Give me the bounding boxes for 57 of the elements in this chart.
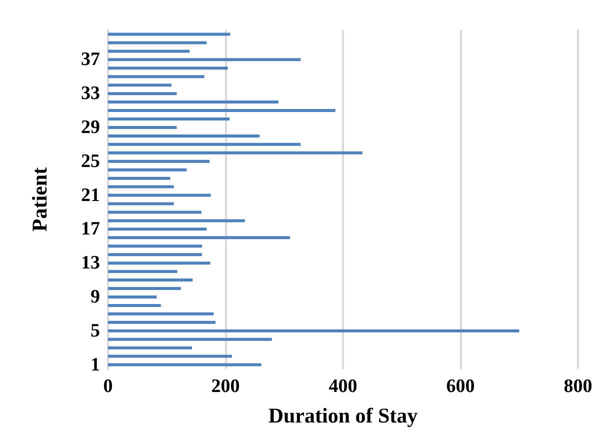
bar [108,75,204,78]
bar [108,363,262,366]
y-tick-label: 1 [90,354,100,376]
bar [108,202,174,206]
x-tick-label: 600 [446,376,475,397]
x-axis-title: Duration of Stay [268,404,418,428]
bar [108,228,207,231]
y-axis-title: Patient [28,167,52,232]
y-tick-label: 29 [81,116,100,138]
x-tick-label: 0 [103,376,113,397]
bar [108,117,230,120]
bar [108,50,190,53]
y-tick-label: 21 [81,184,100,206]
bar [108,320,216,324]
bar [108,194,211,197]
bar [108,100,278,104]
bar [108,253,202,256]
bar [108,168,187,172]
bar [108,151,362,154]
y-tick-label: 9 [90,286,100,308]
x-tick-label: 800 [564,376,592,397]
bar [108,92,177,96]
bar [108,126,177,129]
bar [108,41,207,44]
bar [108,286,181,290]
bar [108,66,228,70]
bar [108,185,174,188]
y-tick-label: 5 [90,320,100,342]
y-tick-label: 25 [81,150,100,172]
bar [108,338,272,341]
bar [108,312,214,316]
bar [108,270,178,274]
y-tick-label: 33 [81,83,100,104]
bar [108,176,170,180]
bar [108,142,301,146]
y-tick-label: 13 [81,252,100,274]
bar [108,58,301,62]
bar [108,236,290,240]
bar [108,134,260,138]
bar [108,354,232,358]
bar [108,278,193,282]
bar [108,295,157,298]
bar [108,329,520,332]
bar [108,84,172,87]
bar [108,109,336,112]
bar [108,219,245,222]
bar [108,244,202,248]
bar [108,304,161,307]
y-tick-label: 17 [81,218,100,240]
y-tick-label: 37 [81,49,100,70]
bar [108,346,192,350]
bar [108,262,210,265]
x-tick-label: 400 [328,376,358,397]
bar [108,210,202,214]
x-tick-label: 200 [211,376,240,397]
bar [108,32,230,36]
bar [108,160,210,163]
